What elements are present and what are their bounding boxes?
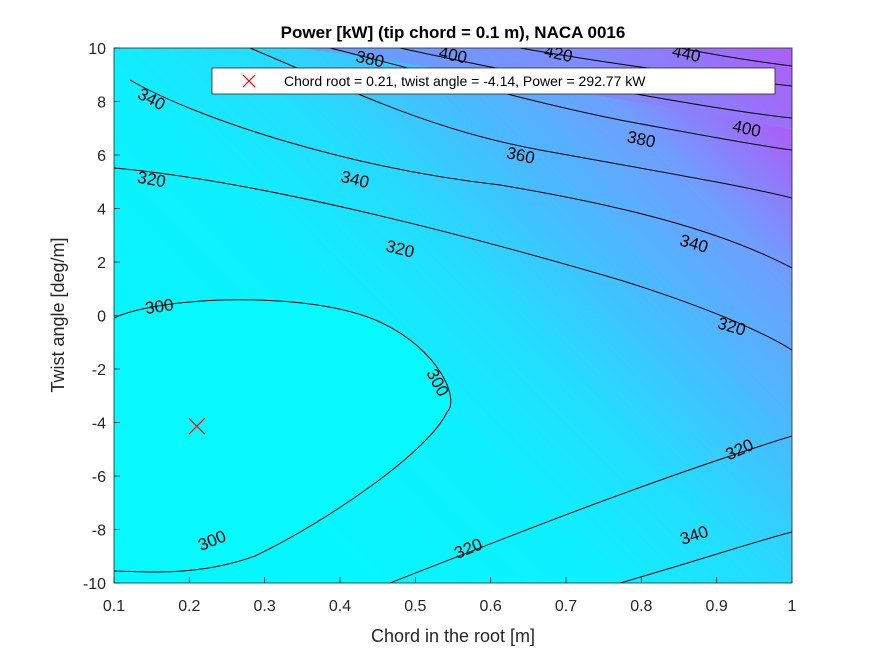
x-tick-label: 0.3: [254, 598, 276, 615]
x-tick-label: 0.9: [706, 598, 728, 615]
y-tick-label: -4: [92, 416, 106, 433]
y-tick-label: 0: [97, 309, 106, 326]
contour-label-380: 380: [354, 47, 386, 71]
optimum-marker: [188, 417, 206, 435]
legend: Chord root = 0.21, twist angle = -4.14, …: [211, 67, 776, 95]
contour-label-text: 320: [136, 168, 167, 192]
contour-line-300-region: [114, 299, 452, 573]
y-tick-label: -6: [92, 469, 106, 486]
x-axis-ticks: 0.1 0.2 0.3 0.4 0.5 0.6 0.7 0.8 0.9 1: [103, 577, 797, 615]
y-tick-label: 6: [97, 148, 106, 165]
y-tick-label: 2: [97, 255, 106, 272]
x-tick-label: 0.2: [178, 598, 200, 615]
contour-line-320-upper: [114, 167, 792, 351]
legend-marker-x: [242, 74, 256, 88]
x-tick-label: 0.1: [103, 598, 125, 615]
y-tick-label: -10: [83, 576, 106, 593]
contour-label-320: 320: [136, 168, 167, 192]
y-tick-label: 4: [97, 202, 106, 219]
contour-label-text: 400: [437, 43, 469, 67]
contour-label-text: 380: [354, 47, 386, 71]
y-axis-ticks: 10 8 6 4 2 0 -2 -4 -6 -8 -10: [83, 41, 120, 593]
contour-label-300: 300: [144, 295, 175, 318]
y-tick-label: 8: [97, 95, 106, 112]
optimum-marker-stroke: [188, 417, 206, 435]
contour-line-400: [399, 48, 792, 119]
legend-entry-optimum: Chord root = 0.21, twist angle = -4.14, …: [284, 73, 646, 89]
y-tick-label: -8: [92, 523, 106, 540]
contour-label-440: 440: [671, 42, 703, 66]
contour-label-420: 420: [543, 42, 575, 66]
x-axis-label: Chord in the root [m]: [371, 626, 535, 646]
y-axis-label: Twist angle [deg/m]: [48, 237, 68, 392]
contour-label-text: 440: [671, 42, 703, 66]
contour-label-text: 300: [144, 295, 175, 318]
x-tick-label: 0.5: [404, 598, 426, 615]
contour-label-400: 400: [437, 43, 469, 67]
contour-line-340-lower: [619, 531, 792, 583]
x-tick-label: 0.4: [329, 598, 351, 615]
contour-line-340-upper: [129, 79, 792, 269]
x-tick-label: 1: [788, 598, 797, 615]
y-tick-label: -2: [92, 362, 106, 379]
contour-fill-300-region: [114, 299, 451, 572]
contour-line-320-lower: [389, 435, 792, 583]
x-tick-label: 0.8: [630, 598, 652, 615]
chart-title: Power [kW] (tip chord = 0.1 m), NACA 001…: [281, 23, 626, 42]
contour-label-text: 420: [543, 42, 575, 66]
x-tick-label: 0.6: [480, 598, 502, 615]
legend-box: [211, 67, 776, 95]
contour-line-440: [679, 48, 792, 67]
x-tick-label: 0.7: [555, 598, 577, 615]
plot-area: 3003003003203203203203203403403403403603…: [114, 42, 792, 583]
y-tick-label: 10: [88, 41, 106, 58]
